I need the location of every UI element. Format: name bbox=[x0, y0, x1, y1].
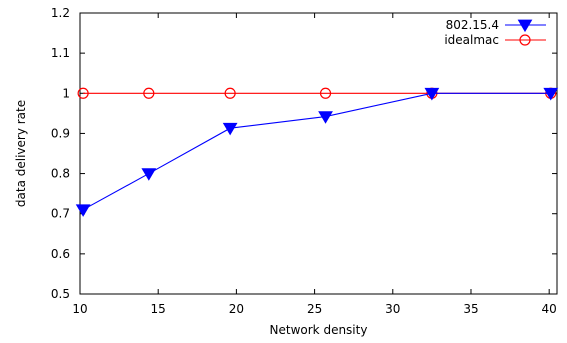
y-tick-label: 1.1 bbox=[51, 46, 70, 60]
data-point bbox=[143, 87, 155, 99]
data-point bbox=[224, 87, 236, 99]
x-axis: 10 15 20 25 30 35 40 bbox=[72, 13, 557, 316]
data-point bbox=[319, 87, 332, 99]
series-0 bbox=[75, 87, 559, 217]
y-tick-label: 0.5 bbox=[51, 287, 70, 301]
y-axis-label: data delivery rate bbox=[14, 100, 28, 207]
legend-marker bbox=[519, 34, 531, 46]
y-axis: 0.5 0.6 0.7 0.8 0.9 1 1.1 1.2 bbox=[51, 6, 557, 301]
x-axis-label: Network density bbox=[270, 323, 368, 337]
data-point bbox=[141, 168, 157, 181]
data-point bbox=[77, 87, 89, 99]
y-tick-label: 0.8 bbox=[51, 167, 70, 181]
plot-area: 10 15 20 25 30 35 40 0.5 0.6 0.7 0.8 0.9 1 1.1 1.2 80… bbox=[51, 6, 559, 316]
x-tick-label: 20 bbox=[229, 302, 244, 316]
series-layer bbox=[75, 87, 559, 217]
legend-marker bbox=[517, 19, 533, 33]
x-tick-label: 10 bbox=[72, 302, 87, 316]
data-point bbox=[424, 87, 440, 101]
y-tick-label: 1.2 bbox=[51, 6, 70, 20]
x-tick-label: 40 bbox=[542, 302, 557, 316]
y-tick-label: 0.7 bbox=[51, 207, 70, 221]
data-point bbox=[543, 87, 559, 101]
data-point bbox=[75, 204, 91, 217]
x-tick-label: 35 bbox=[463, 302, 478, 316]
y-tick-label: 1 bbox=[62, 86, 70, 100]
data-point bbox=[222, 122, 238, 136]
y-tick-label: 0.9 bbox=[51, 126, 70, 140]
x-tick-label: 25 bbox=[307, 302, 322, 316]
y-tick-label: 0.6 bbox=[51, 247, 70, 261]
x-tick-label: 15 bbox=[151, 302, 166, 316]
legend-label: idealmac bbox=[444, 33, 499, 47]
legend-label: 802.15.4 bbox=[446, 18, 499, 32]
series-line bbox=[82, 92, 551, 211]
plot-frame bbox=[79, 12, 558, 295]
data-point bbox=[318, 111, 333, 124]
x-tick-label: 30 bbox=[385, 302, 400, 316]
